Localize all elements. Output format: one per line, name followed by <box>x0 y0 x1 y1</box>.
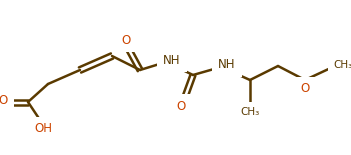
Text: OH: OH <box>34 122 52 135</box>
Text: O: O <box>300 82 310 95</box>
Text: CH₃: CH₃ <box>333 60 351 70</box>
Text: O: O <box>121 33 131 46</box>
Text: NH: NH <box>163 53 181 66</box>
Text: O: O <box>176 100 186 113</box>
Text: CH₃: CH₃ <box>240 107 260 117</box>
Text: O: O <box>0 95 8 108</box>
Text: NH: NH <box>218 58 236 71</box>
